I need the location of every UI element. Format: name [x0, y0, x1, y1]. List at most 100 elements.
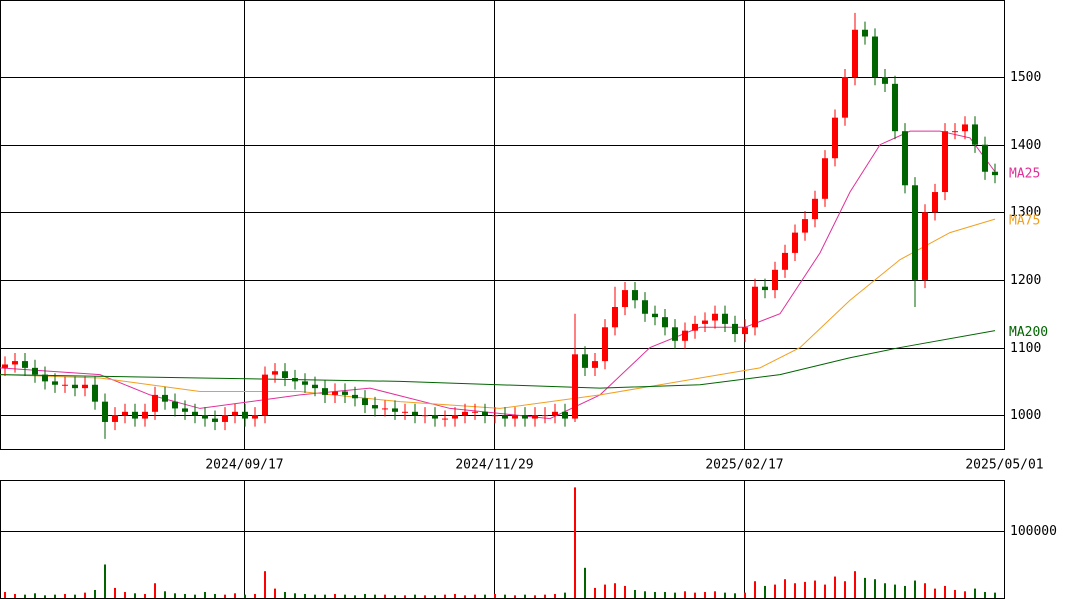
- volume-bar: [4, 591, 6, 598]
- volume-bar: [704, 591, 706, 598]
- candle-body: [642, 300, 648, 314]
- volume-bar: [804, 581, 806, 598]
- volume-bar: [744, 592, 746, 598]
- candle-body: [962, 124, 968, 132]
- candle-body: [2, 364, 8, 368]
- ma-line: [0, 218, 996, 409]
- candle-body: [142, 411, 148, 419]
- candle-body: [842, 77, 848, 118]
- candle-body: [882, 77, 888, 84]
- candle-body: [762, 286, 768, 291]
- candle-body: [522, 415, 528, 419]
- volume-bar: [64, 593, 66, 598]
- candle-body: [652, 313, 658, 318]
- volume-bar: [634, 589, 636, 598]
- volume-bar: [404, 595, 406, 598]
- candle-body: [222, 415, 228, 422]
- volume-bar: [354, 595, 356, 598]
- y-tick-label: 1400: [1010, 138, 1041, 153]
- volume-bar: [894, 584, 896, 598]
- volume-bar: [544, 594, 546, 598]
- volume-bar: [274, 588, 276, 598]
- candle-body: [502, 415, 508, 419]
- candle-body: [82, 384, 88, 389]
- volume-bar: [34, 593, 36, 598]
- volume-bar: [114, 587, 116, 598]
- candle-body: [812, 198, 818, 220]
- candle-body: [192, 411, 198, 416]
- volume-bar: [344, 594, 346, 598]
- volume-bar: [84, 592, 86, 598]
- candle-body: [422, 415, 428, 417]
- volume-bar: [874, 579, 876, 598]
- volume-bar: [54, 594, 56, 598]
- volume-bar: [384, 594, 386, 598]
- candle-body: [212, 418, 218, 422]
- ma-label: MA200: [1009, 325, 1048, 340]
- candle-body: [732, 323, 738, 335]
- volume-bar: [524, 594, 526, 598]
- volume-bar: [674, 592, 676, 598]
- volume-bar: [494, 593, 496, 598]
- candle-body: [892, 83, 898, 132]
- volume-bar: [74, 594, 76, 598]
- candle-body: [922, 212, 928, 280]
- candle-body: [202, 415, 208, 419]
- volume-bar: [984, 591, 986, 598]
- volume-bar: [264, 571, 266, 598]
- candle-body: [462, 411, 468, 416]
- candle-body: [432, 415, 438, 419]
- volume-bar: [284, 591, 286, 598]
- candle-body: [492, 415, 498, 417]
- y-tick-label: 1200: [1010, 273, 1041, 288]
- volume-bar: [184, 593, 186, 598]
- candle-body: [182, 408, 188, 412]
- candle-body: [12, 361, 18, 365]
- y-tick-label: 100000: [1010, 524, 1057, 539]
- candle-body: [402, 411, 408, 413]
- volume-bar: [774, 584, 776, 598]
- candle-body: [442, 418, 448, 420]
- volume-bar: [374, 594, 376, 598]
- candle-body: [952, 131, 958, 133]
- volume-bar: [994, 592, 996, 598]
- candle-body: [452, 415, 458, 419]
- candle-body: [102, 401, 108, 422]
- volume-bar: [254, 593, 256, 598]
- volume-bar: [614, 583, 616, 598]
- volume-bar: [824, 584, 826, 598]
- volume-bar: [654, 591, 656, 598]
- candle-body: [322, 388, 328, 395]
- candle-body: [72, 384, 78, 389]
- candle-body: [272, 371, 278, 375]
- volume-bar: [194, 594, 196, 598]
- volume-bar: [854, 571, 856, 598]
- volume-bar: [564, 592, 566, 598]
- candle-body: [862, 29, 868, 37]
- candle-body: [372, 405, 378, 409]
- volume-bar: [454, 593, 456, 598]
- candle-body: [292, 377, 298, 382]
- candle-body: [382, 408, 388, 410]
- volume-bar: [904, 585, 906, 598]
- volume-bar: [134, 593, 136, 598]
- volume-bar: [394, 595, 396, 598]
- volume-bar: [234, 593, 236, 598]
- volume-bar: [474, 594, 476, 598]
- candle-body: [932, 192, 938, 213]
- volume-bar: [794, 583, 796, 598]
- volume-bar: [214, 593, 216, 598]
- candle-body: [722, 313, 728, 324]
- volume-bar: [124, 591, 126, 598]
- volume-bar: [44, 595, 46, 598]
- candle-body: [972, 124, 978, 145]
- candle-body: [412, 411, 418, 416]
- candle-body: [872, 36, 878, 78]
- candle-body: [852, 29, 858, 78]
- volume-bar: [684, 591, 686, 598]
- volume-frame: [0, 480, 1005, 599]
- volume-bar: [924, 583, 926, 598]
- volume-bar: [464, 595, 466, 598]
- ma-label: MA25: [1009, 166, 1040, 181]
- volume-bar: [224, 594, 226, 598]
